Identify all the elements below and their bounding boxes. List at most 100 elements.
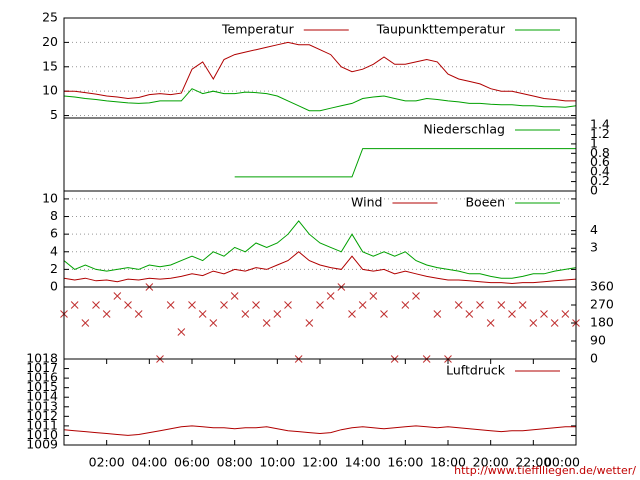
y2-tick-label: 4	[590, 222, 598, 237]
y-tick-label: 1018	[26, 351, 58, 366]
wind-direction-point	[220, 301, 228, 309]
wind-direction-point	[177, 328, 186, 336]
y-tick-label: 0	[50, 279, 58, 294]
series-line	[234, 148, 576, 178]
x-tick-label: 08:00	[217, 455, 253, 470]
wind-direction-point	[518, 301, 527, 309]
wind-direction-point	[284, 301, 292, 309]
wind-direction-point	[305, 319, 314, 327]
legend-label: Wind	[351, 195, 382, 210]
y-tick-label: 1013	[26, 398, 58, 413]
wind-direction-point	[508, 310, 516, 318]
legend-label: Niederschlag	[423, 122, 505, 137]
wind-direction-point	[326, 292, 335, 300]
y-tick-label: 2	[50, 261, 58, 276]
y2-tick-label: 1	[590, 135, 598, 150]
y-tick-label: 1010	[26, 427, 58, 442]
wind-direction-point	[540, 310, 548, 318]
wind-direction-point	[188, 301, 196, 309]
wind-direction-point	[433, 310, 442, 318]
y2-tick-label: 0.4	[590, 164, 610, 179]
wind-direction-point	[230, 292, 239, 300]
x-tick-label: 04:00	[131, 455, 167, 470]
wind-direction-point	[476, 301, 484, 309]
panel-frame	[63, 286, 577, 360]
y-tick-label: 5	[50, 107, 58, 122]
y2-tick-label: 180	[590, 315, 614, 330]
wind-direction-point	[134, 310, 143, 318]
y2-tick-label: 90	[590, 333, 606, 348]
wind-direction-point	[529, 319, 538, 327]
wind-direction-point	[124, 301, 132, 309]
x-tick-label: 16:00	[387, 455, 423, 470]
y-tick-label: 25	[42, 10, 58, 25]
wind-direction-point	[252, 301, 260, 309]
x-tick-label: 22:00	[515, 455, 551, 470]
y2-tick-label: 0	[590, 351, 598, 366]
y-tick-label: 1016	[26, 370, 58, 385]
wind-direction-point	[262, 319, 271, 327]
wind-direction-point	[412, 292, 420, 300]
wind-direction-point	[70, 301, 79, 309]
y-tick-label: 1012	[26, 408, 58, 423]
x-tick-label: 10:00	[259, 455, 295, 470]
wind-direction-point	[209, 319, 218, 327]
legend-label: Taupunkttemperatur	[376, 22, 506, 37]
x-tick-label: 00:00	[544, 455, 580, 470]
wind-direction-point	[358, 301, 367, 309]
legend-label: Temperatur	[221, 22, 295, 37]
wind-direction-point	[465, 310, 474, 318]
legend-label: Luftdruck	[446, 363, 506, 378]
wind-direction-point	[102, 310, 111, 318]
y2-tick-label: 0.2	[590, 173, 610, 188]
y-tick-label: 1009	[26, 437, 58, 452]
panel-frame	[63, 358, 577, 446]
y2-tick-label: 270	[590, 297, 614, 312]
series-line	[63, 88, 577, 112]
wind-direction-point	[92, 301, 100, 309]
wind-direction-point	[497, 301, 506, 309]
x-tick-label: 20:00	[473, 455, 509, 470]
wind-direction-point	[113, 292, 122, 300]
wind-direction-point	[369, 292, 378, 300]
footer-url: http://www.tiefflliegen.de/wetter/	[454, 464, 636, 477]
y2-tick-label: 0	[590, 183, 598, 198]
legend-label: Boeen	[465, 195, 505, 210]
wind-direction-point	[550, 319, 559, 327]
y-tick-label: 1017	[26, 360, 58, 375]
x-tick-label: 18:00	[430, 455, 466, 470]
wind-direction-point	[380, 310, 388, 318]
wind-direction-point	[241, 310, 250, 318]
y-tick-label: 10	[42, 83, 58, 98]
wind-direction-point	[273, 310, 282, 318]
wind-direction-point	[454, 301, 463, 309]
x-tick-label: 02:00	[89, 455, 125, 470]
wind-direction-point	[348, 310, 356, 318]
wind-direction-point	[166, 301, 175, 309]
y-tick-label: 15	[42, 58, 58, 73]
series-line	[63, 425, 576, 436]
wind-direction-point	[401, 301, 410, 309]
y2-tick-label: 1.2	[590, 126, 610, 141]
series-line	[63, 251, 577, 285]
y-tick-label: 6	[50, 226, 58, 241]
x-tick-label: 14:00	[345, 455, 381, 470]
y2-tick-label: 0.8	[590, 145, 610, 160]
y-tick-label: 1014	[26, 389, 58, 404]
wind-direction-point	[561, 310, 570, 318]
series-line	[64, 41, 576, 102]
y-tick-label: 4	[50, 243, 58, 258]
x-tick-label: 06:00	[174, 455, 210, 470]
y-tick-label: 8	[50, 208, 58, 223]
y2-tick-label: 3	[590, 240, 598, 255]
wind-direction-point	[198, 310, 207, 318]
y2-tick-label: 0.6	[590, 154, 610, 169]
y-tick-label: 10	[42, 190, 58, 205]
series-line	[63, 220, 577, 279]
wind-direction-point	[81, 319, 90, 327]
y-tick-label: 20	[42, 34, 58, 49]
y-tick-label: 1015	[26, 379, 58, 394]
wind-direction-point	[486, 319, 495, 327]
y2-tick-label: 1.4	[590, 117, 610, 132]
